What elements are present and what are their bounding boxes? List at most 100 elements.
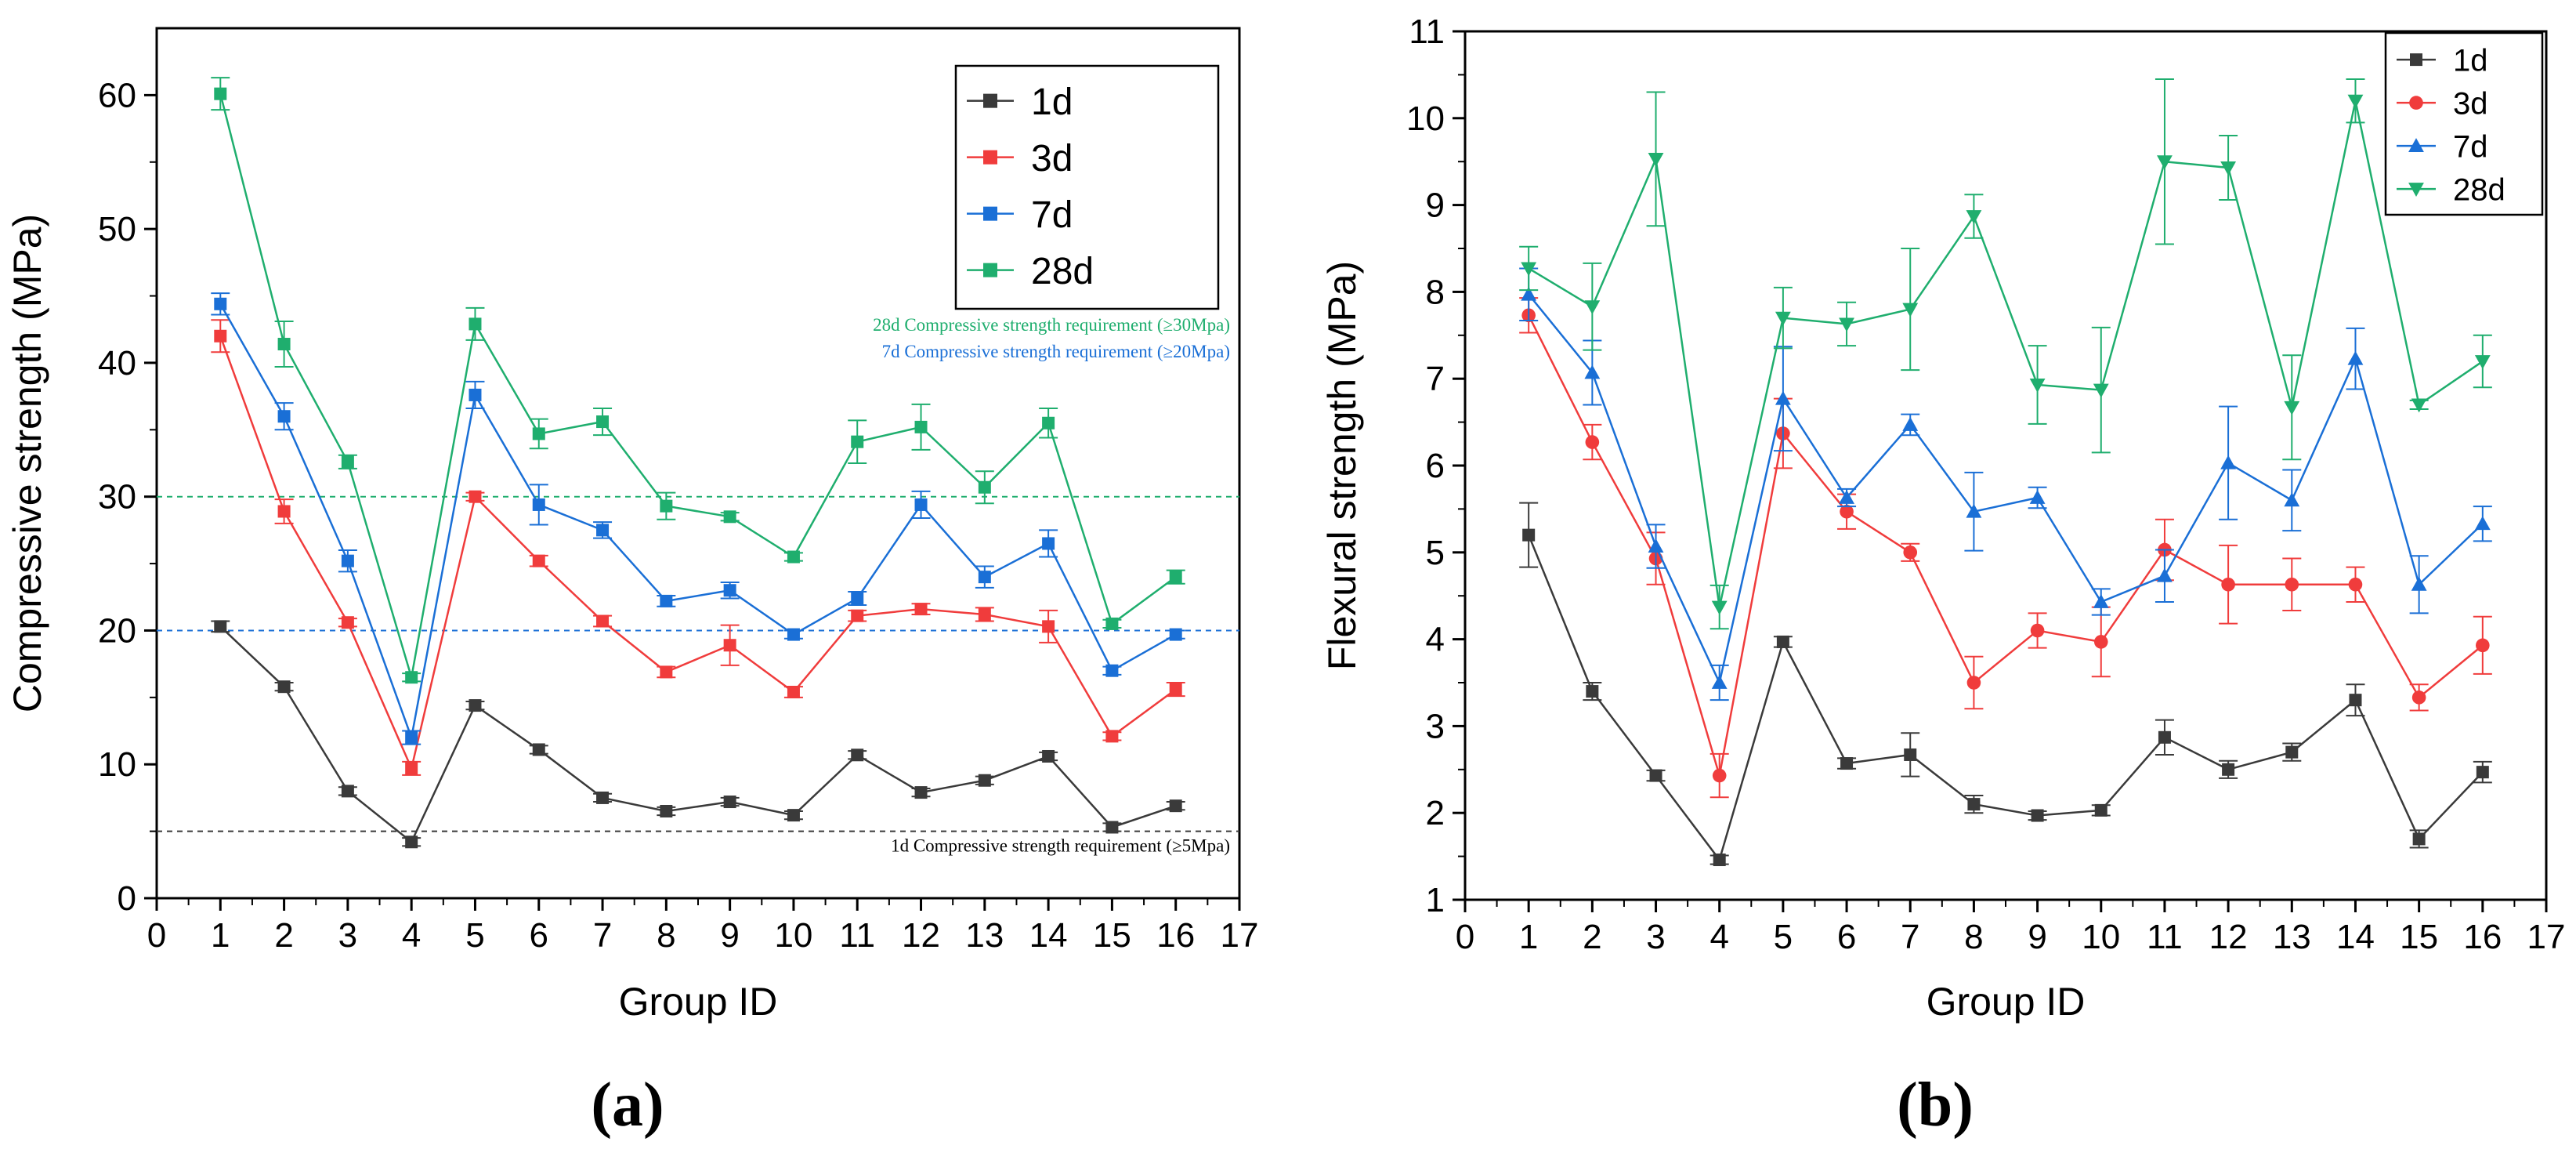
x-tick-label: 11 xyxy=(839,916,875,955)
y-axis-label: Flexural strength (MPa) xyxy=(1320,261,1364,670)
x-tick-label: 4 xyxy=(1709,918,1728,956)
x-tick-label: 3 xyxy=(1646,918,1665,956)
data-point xyxy=(1521,286,1537,301)
data-point xyxy=(851,435,864,448)
data-point xyxy=(1775,390,1791,405)
data-point xyxy=(2474,516,2491,531)
y-tick-label: 10 xyxy=(1406,100,1445,138)
data-point xyxy=(723,584,736,597)
legend-label: 3d xyxy=(2453,87,2488,121)
data-point xyxy=(214,297,227,310)
data-point xyxy=(2093,383,2109,398)
data-point xyxy=(1522,528,1536,542)
data-point xyxy=(469,317,482,331)
data-point xyxy=(2476,766,2489,779)
x-tick-label: 14 xyxy=(1029,916,1068,955)
data-point xyxy=(341,785,354,798)
data-point xyxy=(1584,300,1601,315)
x-tick-label: 5 xyxy=(465,916,484,955)
data-point xyxy=(532,427,545,440)
data-point xyxy=(405,731,418,745)
data-point xyxy=(469,490,482,503)
data-point xyxy=(532,554,545,567)
data-point xyxy=(2093,635,2108,649)
legend-label: 7d xyxy=(2453,130,2488,165)
data-point xyxy=(1904,748,1917,761)
x-tick-label: 17 xyxy=(1221,916,1259,955)
data-point xyxy=(2347,350,2364,365)
series-1d xyxy=(1519,502,2492,867)
data-point xyxy=(1042,620,1055,633)
y-tick-label: 0 xyxy=(118,879,136,918)
series-line xyxy=(1528,314,2484,776)
series-1d xyxy=(211,620,1185,849)
data-point xyxy=(2348,577,2363,592)
data-point xyxy=(2222,763,2235,776)
data-point xyxy=(787,686,800,699)
data-point xyxy=(2220,455,2237,469)
x-axis-label: Group ID xyxy=(619,980,778,1024)
data-point xyxy=(277,410,291,423)
data-point xyxy=(1966,503,1982,518)
legend-box xyxy=(954,64,1220,310)
data-point xyxy=(2094,803,2107,817)
data-point xyxy=(978,774,991,787)
x-tick-label: 14 xyxy=(2336,918,2375,956)
x-axis-label: Group ID xyxy=(1927,980,2086,1024)
data-point xyxy=(2476,638,2490,653)
data-point xyxy=(660,499,673,513)
data-point xyxy=(214,620,227,633)
y-tick-label: 20 xyxy=(98,611,136,650)
compressive-strength-chart: 28d Compressive strength requirement (≥3… xyxy=(5,27,1259,1140)
data-point xyxy=(341,554,354,567)
legend-swatch-marker xyxy=(983,206,997,221)
data-point xyxy=(2284,401,2300,415)
data-point xyxy=(914,498,928,511)
y-tick-label: 60 xyxy=(98,76,136,114)
data-point xyxy=(596,415,610,429)
y-tick-label: 30 xyxy=(98,478,136,517)
y-tick-label: 7 xyxy=(1426,360,1445,398)
x-tick-label: 16 xyxy=(2463,918,2502,956)
legend-swatch-marker xyxy=(2408,138,2424,153)
data-point xyxy=(851,592,864,605)
panel-label: (a) xyxy=(591,1071,664,1140)
y-tick-label: 40 xyxy=(98,344,136,382)
data-point xyxy=(1775,311,1791,326)
data-point xyxy=(978,480,991,494)
data-point xyxy=(1585,435,1600,449)
data-point xyxy=(1711,600,1728,615)
y-tick-label: 5 xyxy=(1426,534,1445,572)
x-tick-label: 12 xyxy=(2209,918,2248,956)
data-point xyxy=(596,791,610,804)
data-point xyxy=(1584,364,1601,379)
data-point xyxy=(1105,730,1119,743)
legend-label: 1d xyxy=(2453,44,2488,78)
series-28d xyxy=(211,77,1185,684)
data-point xyxy=(1169,628,1182,641)
data-point xyxy=(1648,538,1664,553)
data-point xyxy=(2347,94,2364,109)
x-tick-label: 0 xyxy=(1456,918,1474,956)
data-point xyxy=(2285,577,2299,592)
data-point xyxy=(660,665,673,679)
data-point xyxy=(1902,303,1919,317)
data-point xyxy=(2029,379,2046,393)
x-tick-label: 13 xyxy=(965,916,1004,955)
y-tick-label: 10 xyxy=(98,745,136,784)
x-tick-label: 1 xyxy=(211,916,230,955)
x-tick-label: 1 xyxy=(1519,918,1538,956)
data-point xyxy=(2349,694,2362,707)
data-point xyxy=(1712,768,1727,783)
series-28d xyxy=(1519,78,2492,630)
data-point xyxy=(1649,769,1662,782)
data-point xyxy=(1967,798,1981,811)
x-tick-label: 12 xyxy=(902,916,940,955)
legend-label: 28d xyxy=(2453,173,2505,208)
series-line xyxy=(219,93,1177,678)
data-point xyxy=(787,809,800,822)
x-tick-label: 3 xyxy=(338,916,357,955)
x-tick-label: 15 xyxy=(2400,918,2438,956)
reference-line-label: 1d Compressive strength requirement (≥5M… xyxy=(891,836,1230,856)
y-tick-label: 9 xyxy=(1426,187,1445,225)
